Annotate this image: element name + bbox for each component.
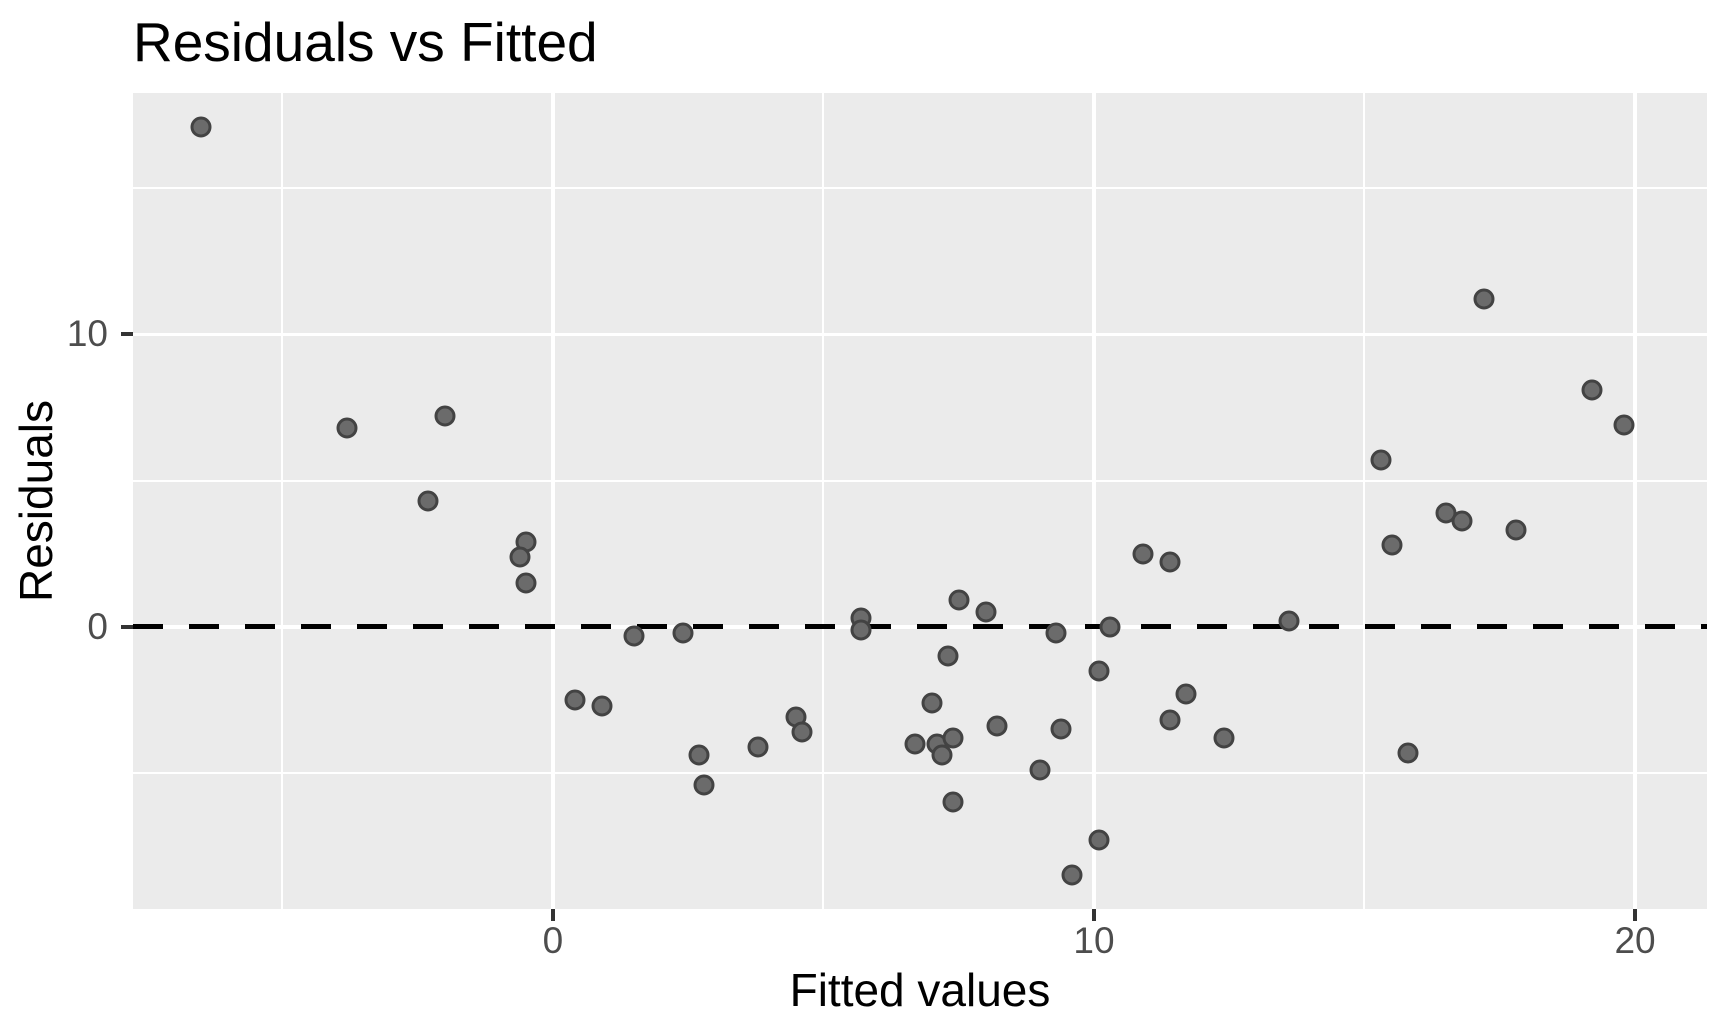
data-point bbox=[1088, 829, 1110, 851]
data-point bbox=[1029, 759, 1051, 781]
data-point bbox=[937, 645, 959, 667]
data-point bbox=[1159, 551, 1181, 573]
x-axis-tick bbox=[1633, 909, 1638, 921]
data-point bbox=[417, 490, 439, 512]
data-point bbox=[515, 572, 537, 594]
data-point bbox=[1370, 449, 1392, 471]
gridline-major-y bbox=[133, 332, 1707, 337]
zero-reference-line bbox=[133, 624, 1707, 630]
data-point bbox=[986, 715, 1008, 737]
data-point bbox=[672, 622, 694, 644]
gridline-major-x bbox=[1092, 93, 1096, 909]
data-point bbox=[693, 774, 715, 796]
data-point bbox=[1132, 543, 1154, 565]
data-point bbox=[975, 601, 997, 623]
x-tick-label: 20 bbox=[1614, 920, 1656, 961]
gridline-minor-x bbox=[1363, 93, 1366, 909]
y-axis-title: Residuals bbox=[10, 400, 62, 602]
data-point bbox=[850, 619, 872, 641]
data-point bbox=[942, 791, 964, 813]
data-point bbox=[190, 116, 212, 138]
data-point bbox=[921, 692, 943, 714]
data-point bbox=[1397, 742, 1419, 764]
data-point bbox=[1278, 610, 1300, 632]
data-point bbox=[623, 625, 645, 647]
data-point bbox=[1159, 709, 1181, 731]
data-point bbox=[1213, 727, 1235, 749]
data-point bbox=[1088, 660, 1110, 682]
data-point bbox=[791, 721, 813, 743]
data-point bbox=[1381, 534, 1403, 556]
gridline-minor-x bbox=[822, 93, 825, 909]
gridline-minor-y bbox=[133, 479, 1707, 482]
gridline-minor-y bbox=[133, 772, 1707, 774]
y-axis-tick bbox=[121, 332, 133, 337]
gridline-major-x bbox=[551, 93, 555, 909]
data-point bbox=[931, 744, 953, 766]
x-tick-label: 0 bbox=[542, 920, 564, 961]
data-point bbox=[564, 689, 586, 711]
data-point bbox=[1613, 414, 1635, 436]
x-axis-tick bbox=[550, 909, 555, 921]
x-axis-tick bbox=[1091, 909, 1096, 921]
data-point bbox=[1581, 379, 1603, 401]
x-tick-label: 10 bbox=[1073, 920, 1115, 961]
data-point bbox=[509, 546, 531, 568]
data-point bbox=[1050, 718, 1072, 740]
data-point bbox=[942, 727, 964, 749]
data-point bbox=[1451, 510, 1473, 532]
gridline-minor-x bbox=[281, 93, 284, 909]
plot-panel bbox=[133, 93, 1707, 909]
x-axis-title: Fitted values bbox=[789, 964, 1051, 1016]
y-axis-tick bbox=[121, 624, 133, 629]
data-point bbox=[1505, 519, 1527, 541]
data-point bbox=[747, 736, 769, 758]
y-tick-label: 10 bbox=[66, 313, 108, 355]
data-point bbox=[434, 405, 456, 427]
gridline-minor-y bbox=[133, 187, 1707, 190]
data-point bbox=[1099, 616, 1121, 638]
plot-title: Residuals vs Fitted bbox=[133, 11, 598, 73]
data-point bbox=[1045, 622, 1067, 644]
data-point bbox=[904, 733, 926, 755]
data-point bbox=[591, 695, 613, 717]
data-point bbox=[688, 744, 710, 766]
data-point bbox=[1061, 864, 1083, 886]
data-point bbox=[336, 417, 358, 439]
data-point bbox=[1473, 288, 1495, 310]
data-point bbox=[1175, 683, 1197, 705]
gridline-major-x bbox=[1633, 93, 1637, 909]
data-point bbox=[948, 589, 970, 611]
y-tick-label: 0 bbox=[87, 605, 108, 647]
